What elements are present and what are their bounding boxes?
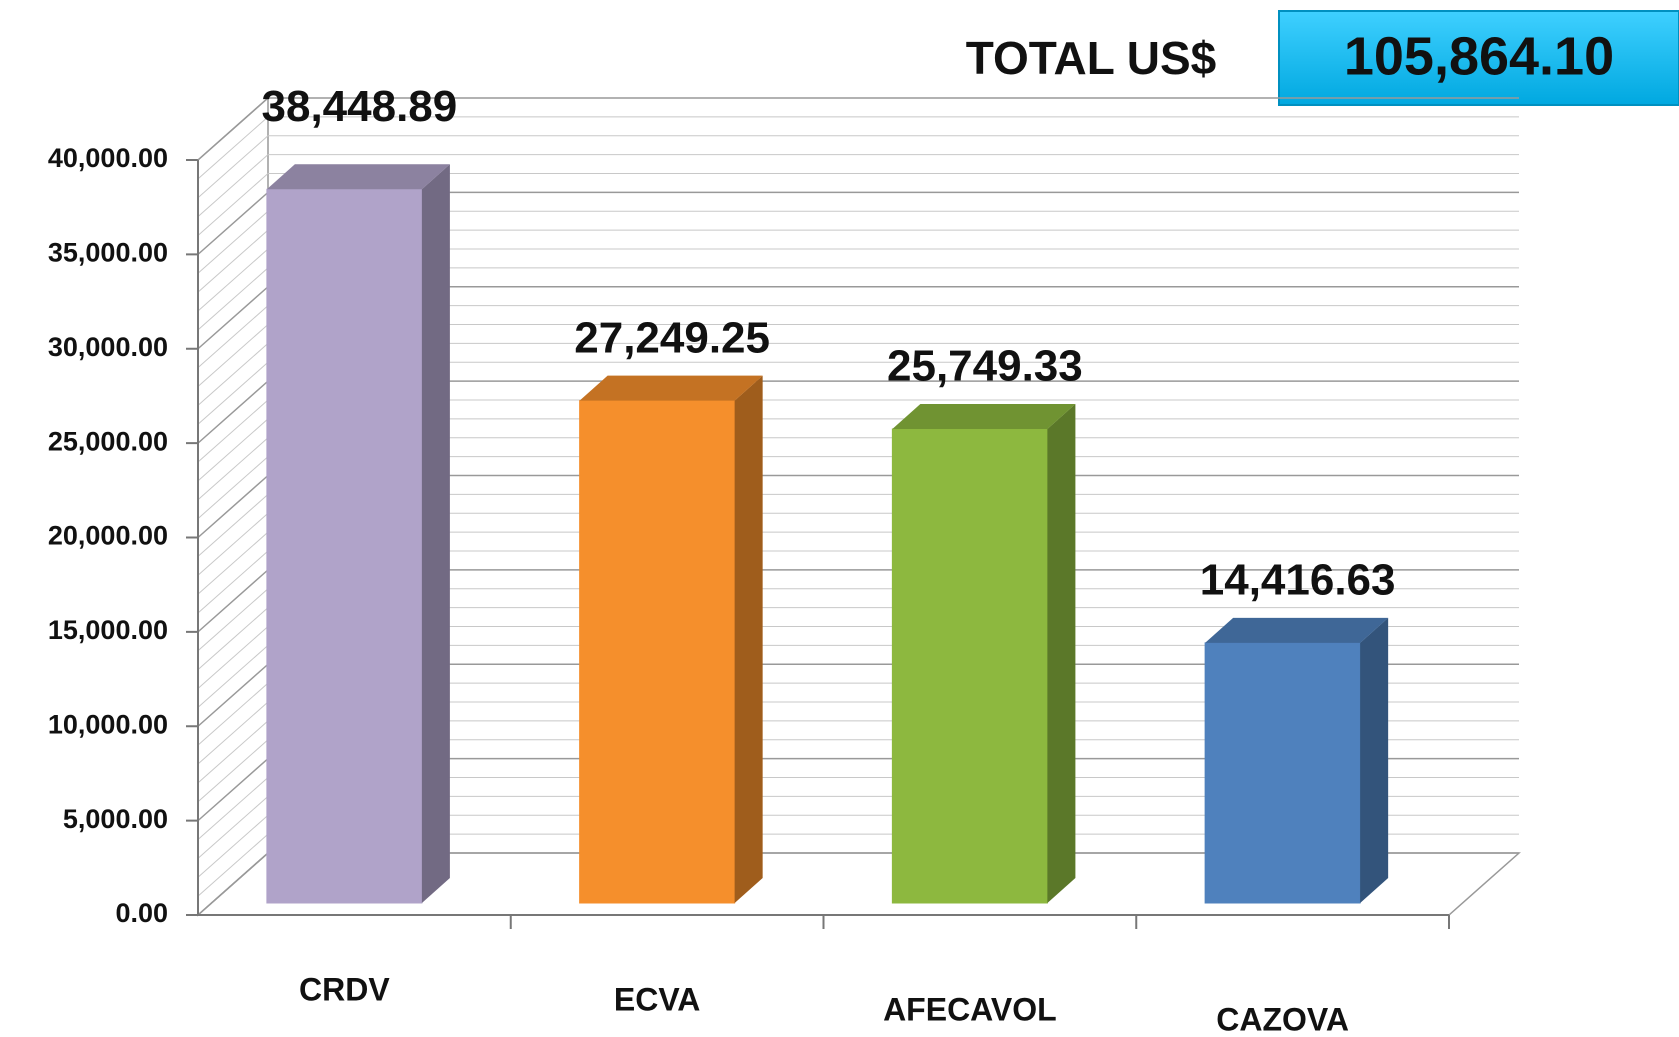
bar-side xyxy=(421,164,450,903)
bar-top xyxy=(579,375,763,401)
bar xyxy=(266,188,423,904)
minor-grid-line xyxy=(197,701,269,765)
y-tick-label: 10,000.00 xyxy=(48,709,168,739)
minor-grid-line xyxy=(197,494,269,557)
minor-grid-line xyxy=(197,229,269,293)
value-label: 14,416.63 xyxy=(1200,556,1396,605)
y-tick-label: 5,000.00 xyxy=(63,804,168,834)
bar-top xyxy=(1205,617,1389,643)
minor-grid-line xyxy=(197,154,269,217)
bar-side xyxy=(1047,403,1076,903)
minor-grid-line xyxy=(197,399,269,463)
minor-grid-line xyxy=(197,173,269,236)
total-label: TOTAL US$ xyxy=(966,32,1216,84)
minor-grid-line xyxy=(197,607,269,670)
minor-grid-line xyxy=(197,588,269,652)
x-tick-label: AFECAVOL xyxy=(883,991,1057,1027)
minor-grid-line xyxy=(197,720,269,784)
bar-top-shade xyxy=(266,164,450,190)
minor-grid-line xyxy=(197,305,269,368)
minor-grid-line xyxy=(197,833,269,897)
value-label: 38,448.89 xyxy=(262,82,458,131)
y-tick-label: 0.00 xyxy=(115,898,168,928)
bar-side xyxy=(734,375,763,903)
total-value: 105,864.10 xyxy=(1344,26,1614,86)
bar-side xyxy=(1360,617,1389,903)
minor-grid-line xyxy=(197,645,269,708)
grid-line xyxy=(197,474,269,539)
bar-top-shade xyxy=(1205,617,1389,643)
bar-top-shade xyxy=(579,375,763,401)
minor-grid-line xyxy=(197,739,269,803)
minor-grid-line xyxy=(197,135,269,199)
total-box xyxy=(1278,10,1679,106)
bar-top-shade xyxy=(892,403,1076,429)
bar-side-shade xyxy=(734,375,763,903)
grid-line xyxy=(197,97,269,161)
minor-grid-line xyxy=(197,796,269,859)
minor-grid-line xyxy=(197,116,269,180)
minor-grid-line xyxy=(197,343,269,406)
x-tick-label: ECVA xyxy=(614,981,701,1017)
minor-grid-line xyxy=(197,626,269,689)
grid-line xyxy=(197,852,269,916)
grid-line xyxy=(197,569,269,633)
minor-grid-line xyxy=(197,550,269,614)
value-label: 27,249.25 xyxy=(574,313,770,362)
minor-grid-line xyxy=(197,418,269,482)
y-tick-label: 20,000.00 xyxy=(48,521,168,551)
bar-side-shade xyxy=(1360,617,1389,903)
minor-grid-line xyxy=(197,267,269,331)
minor-grid-line xyxy=(197,361,269,425)
x-tick-label: CAZOVA xyxy=(1216,1001,1349,1037)
grid-line xyxy=(197,663,269,727)
bar-side-shade xyxy=(421,164,450,903)
grid-line xyxy=(197,380,269,444)
grid-line xyxy=(197,286,269,350)
bar xyxy=(1204,642,1361,904)
y-tick-label: 25,000.00 xyxy=(48,426,168,456)
minor-grid-line xyxy=(197,512,269,576)
x-tick-label: CRDV xyxy=(299,971,390,1007)
minor-grid-line xyxy=(197,814,269,878)
y-tick-label: 40,000.00 xyxy=(48,143,168,173)
bar-top xyxy=(266,164,450,190)
minor-grid-line xyxy=(197,531,269,595)
bar-side-shade xyxy=(1047,403,1076,903)
y-tick-label: 35,000.00 xyxy=(48,238,168,268)
minor-grid-line xyxy=(197,682,269,746)
minor-grid-line xyxy=(197,248,269,312)
bar-top xyxy=(892,403,1076,429)
value-label: 25,749.33 xyxy=(887,342,1083,391)
minor-grid-line xyxy=(197,210,269,274)
bar xyxy=(891,428,1048,904)
y-tick-label: 30,000.00 xyxy=(48,332,168,362)
y-tick-label: 15,000.00 xyxy=(48,615,168,645)
grid-line xyxy=(197,191,269,255)
minor-grid-line xyxy=(197,437,269,501)
minor-grid-line xyxy=(197,456,269,519)
minor-grid-line xyxy=(197,324,269,387)
bar xyxy=(579,400,736,904)
grid-line xyxy=(197,758,269,822)
minor-grid-line xyxy=(197,777,269,840)
